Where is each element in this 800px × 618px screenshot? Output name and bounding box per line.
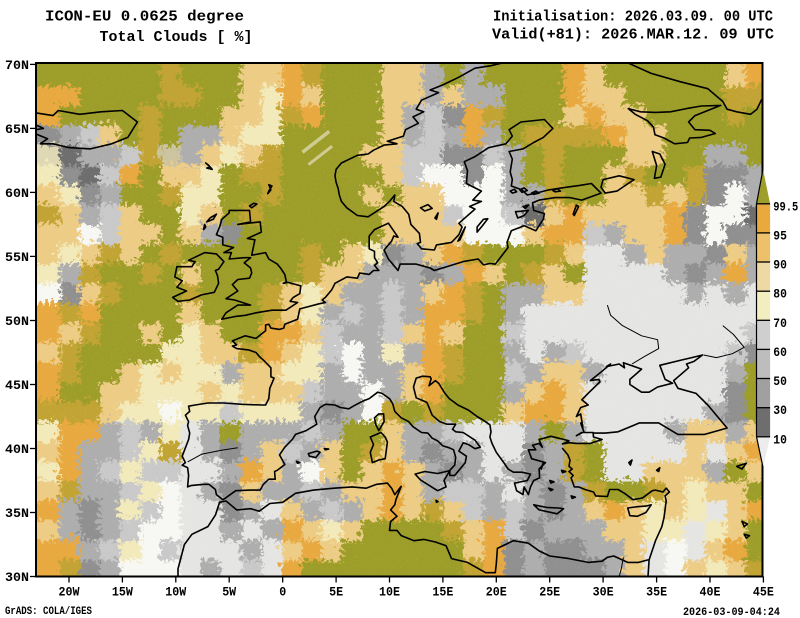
svg-text:ICON-EU 0.0625 degree: ICON-EU 0.0625 degree xyxy=(45,9,244,26)
svg-text:5W: 5W xyxy=(222,585,236,600)
svg-text:45N: 45N xyxy=(5,378,29,393)
svg-text:GrADS: COLA/IGES: GrADS: COLA/IGES xyxy=(5,606,92,618)
svg-text:90: 90 xyxy=(773,258,787,273)
svg-text:10: 10 xyxy=(773,432,787,447)
svg-text:15W: 15W xyxy=(112,585,133,600)
svg-text:35N: 35N xyxy=(5,506,29,521)
svg-text:70: 70 xyxy=(773,316,787,331)
svg-text:10E: 10E xyxy=(379,585,400,600)
svg-text:0: 0 xyxy=(279,585,286,600)
svg-text:50N: 50N xyxy=(5,314,29,329)
svg-text:60: 60 xyxy=(773,345,787,360)
svg-text:Valid(+81): 2026.MAR.12. 09 UT: Valid(+81): 2026.MAR.12. 09 UTC xyxy=(492,27,774,44)
svg-text:15E: 15E xyxy=(432,585,453,600)
svg-text:40N: 40N xyxy=(5,442,29,457)
svg-text:10W: 10W xyxy=(165,585,186,600)
svg-text:20W: 20W xyxy=(59,585,80,600)
svg-text:65N: 65N xyxy=(5,122,29,137)
svg-text:20E: 20E xyxy=(486,585,507,600)
svg-text:50: 50 xyxy=(773,374,787,389)
svg-text:5E: 5E xyxy=(329,585,343,600)
svg-text:80: 80 xyxy=(773,287,787,302)
svg-text:40E: 40E xyxy=(700,585,721,600)
svg-text:70N: 70N xyxy=(5,58,29,73)
svg-text:45E: 45E xyxy=(753,585,774,600)
svg-text:25E: 25E xyxy=(539,585,560,600)
svg-text:55N: 55N xyxy=(5,250,29,265)
svg-text:Total Clouds [ %]: Total Clouds [ %] xyxy=(100,29,253,46)
svg-text:99.5: 99.5 xyxy=(773,199,798,214)
svg-text:2026-03-09-04:24: 2026-03-09-04:24 xyxy=(683,607,780,618)
svg-text:95: 95 xyxy=(773,228,787,243)
svg-text:Initialisation: 2026.03.09. 00: Initialisation: 2026.03.09. 00 UTC xyxy=(493,9,773,26)
svg-text:35E: 35E xyxy=(646,585,667,600)
svg-text:30N: 30N xyxy=(5,570,29,585)
svg-text:30E: 30E xyxy=(593,585,614,600)
svg-text:60N: 60N xyxy=(5,186,29,201)
svg-text:30: 30 xyxy=(773,403,787,418)
